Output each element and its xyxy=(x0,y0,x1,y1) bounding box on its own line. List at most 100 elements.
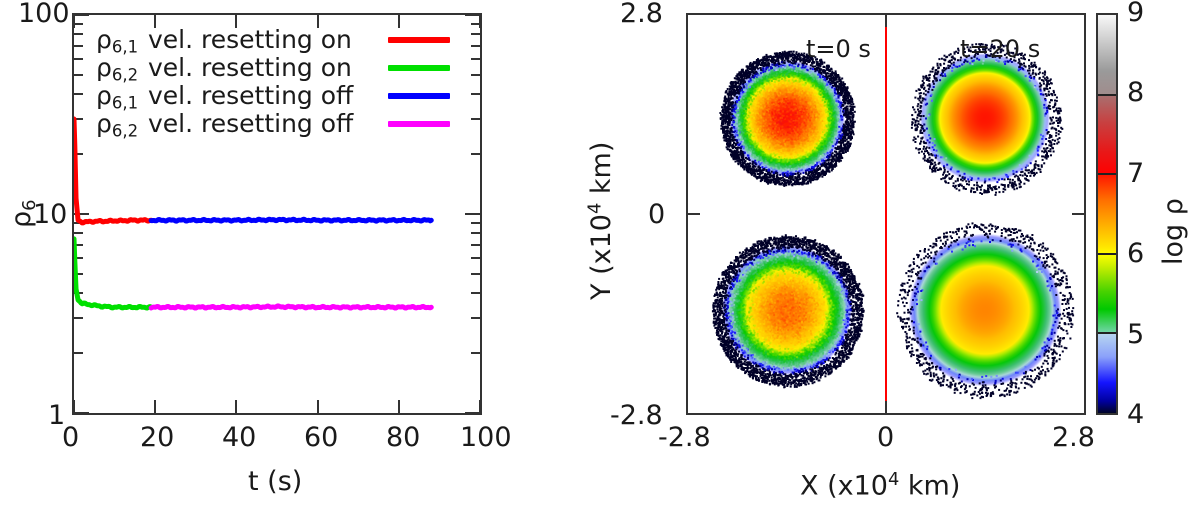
colorbar-tick-label: 6 xyxy=(1127,238,1145,270)
colorbar-tick-label: 9 xyxy=(1127,0,1145,28)
right-ytick-label-bottom: -2.8 xyxy=(610,400,663,431)
data-series-line xyxy=(74,116,154,226)
x-tick xyxy=(235,15,238,28)
left-xtick-label-20: 20 xyxy=(140,422,175,453)
blob-particles xyxy=(711,233,865,388)
legend-label: vel. resetting on xyxy=(148,53,352,82)
y-tick xyxy=(74,257,83,260)
density-blob xyxy=(694,217,880,403)
legend-row: ρ6,1 vel. resetting off xyxy=(96,81,456,113)
x-tick xyxy=(73,15,75,28)
left-plot-frame: ρ6,1 vel. resetting on ρ6,2 vel. resetti… xyxy=(72,13,482,415)
legend-label: vel. resetting off xyxy=(148,109,354,138)
y-tick xyxy=(471,118,480,121)
legend-row: ρ6,1 vel. resetting on xyxy=(96,25,456,57)
y-tick xyxy=(471,257,480,260)
y-tick xyxy=(74,58,83,61)
left-xtick-label-60: 60 xyxy=(304,422,339,453)
colorbar-band-separator xyxy=(1098,93,1116,96)
y-tick xyxy=(471,58,480,61)
annotation-t20: t=20 s xyxy=(960,35,1041,63)
left-xtick-label-40: 40 xyxy=(222,422,257,453)
x-tick xyxy=(154,400,157,413)
annotation-t0: t=0 s xyxy=(806,35,871,63)
density-blob xyxy=(704,36,870,201)
y-tick xyxy=(471,153,480,156)
left-y-axis-title-text: ρ6 xyxy=(6,199,40,228)
curves-svg xyxy=(74,116,434,311)
y-tick xyxy=(471,243,480,246)
blob-particles xyxy=(910,42,1064,196)
right-y-axis-title-sup: 4 xyxy=(585,202,606,215)
x-tick xyxy=(479,15,481,28)
colorbar-band xyxy=(1098,333,1116,413)
colorbar-band xyxy=(1098,94,1116,175)
blob-particles xyxy=(719,50,856,187)
colorbar-band xyxy=(1098,15,1116,95)
y-tick xyxy=(471,272,480,275)
colorbar-tick-label: 7 xyxy=(1127,157,1145,189)
colorbar-tick-label: 8 xyxy=(1127,77,1145,109)
colorbar-tick-label: 5 xyxy=(1127,318,1145,350)
legend-symbol: ρ6,2 xyxy=(96,109,139,141)
left-x-axis-title: t (s) xyxy=(248,466,303,497)
y-tick xyxy=(74,33,83,36)
y-tick xyxy=(471,23,480,26)
colorbar-title: log ρ xyxy=(1158,198,1189,265)
right-y-axis-title-text: Y (x104 km) xyxy=(585,141,618,300)
density-blob xyxy=(892,25,1078,211)
legend-subscript: 6,1 xyxy=(111,37,139,57)
y-tick xyxy=(74,213,89,215)
y-tick xyxy=(74,232,83,235)
legend-label: vel. resetting off xyxy=(148,81,354,110)
right-plot-frame: t=0 s t=20 s xyxy=(686,13,1086,415)
y-tick xyxy=(471,352,480,355)
axis-tick xyxy=(885,401,887,413)
left-ytick-label-1: 1 xyxy=(48,400,66,431)
y-tick xyxy=(74,243,83,246)
colorbar-band-separator xyxy=(1098,173,1116,176)
colorbar-band xyxy=(1098,253,1116,334)
colorbar-band xyxy=(1098,174,1116,254)
x-tick xyxy=(397,400,400,413)
y-tick xyxy=(471,232,480,235)
y-tick xyxy=(471,73,480,76)
left-xtick-label-0: 0 xyxy=(62,422,80,453)
right-ytick-label-top: 2.8 xyxy=(620,0,663,29)
y-tick xyxy=(74,44,83,47)
y-tick xyxy=(471,222,480,225)
axis-tick xyxy=(885,15,887,27)
right-x-axis-title-pre: X (x10 xyxy=(800,470,888,502)
x-tick xyxy=(316,400,319,413)
right-xtick-label-left: -2.8 xyxy=(658,422,711,453)
density-blob xyxy=(877,202,1084,413)
right-y-axis-title-post: km) xyxy=(586,141,618,203)
y-tick xyxy=(471,93,480,96)
colorbar-band-separator xyxy=(1098,332,1116,335)
colorbar-band-separator xyxy=(1098,252,1116,255)
y-tick xyxy=(74,153,83,156)
legend-swatch xyxy=(388,65,450,71)
y-tick xyxy=(74,412,89,414)
y-tick xyxy=(74,23,83,26)
data-series-line xyxy=(74,236,154,311)
colorbar-tick-label: 4 xyxy=(1127,399,1145,430)
y-tick xyxy=(471,292,480,295)
colorbar-title-pre: log xyxy=(1158,215,1189,265)
x-tick xyxy=(154,15,157,28)
y-tick xyxy=(465,213,480,215)
data-series-line xyxy=(148,216,434,224)
y-tick xyxy=(471,317,480,320)
legend-row: ρ6,2 vel. resetting off xyxy=(96,109,456,141)
data-series-line xyxy=(148,303,434,311)
right-x-axis-title-post: km) xyxy=(899,470,961,502)
y-tick xyxy=(74,352,83,355)
axis-tick xyxy=(688,213,700,215)
left-y-axis-title: ρ6 xyxy=(6,199,43,228)
legend-swatch xyxy=(388,93,450,99)
legend-label: vel. resetting on xyxy=(148,25,352,54)
y-tick xyxy=(74,93,83,96)
x-tick xyxy=(73,400,75,413)
y-tick xyxy=(74,118,83,121)
axis-tick xyxy=(1072,213,1084,215)
